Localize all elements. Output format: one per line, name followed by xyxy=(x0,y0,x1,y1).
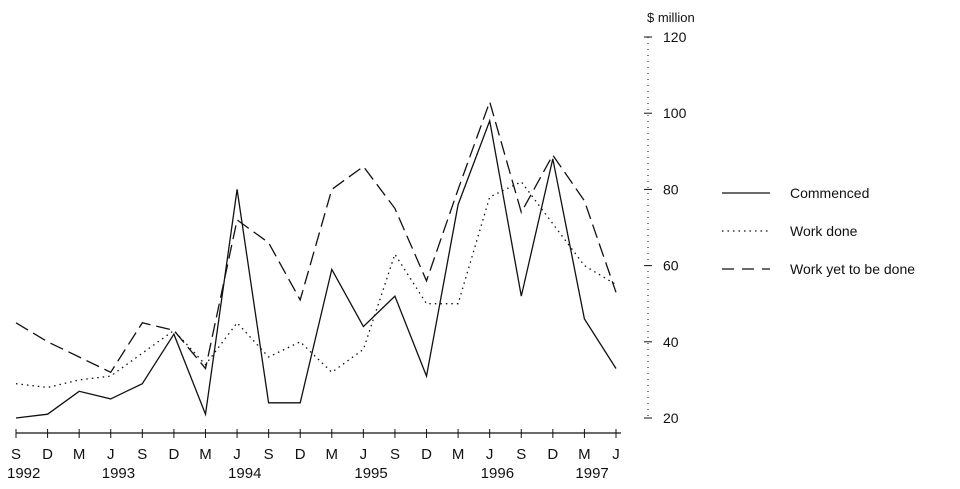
y-tick-label-60: 60 xyxy=(663,258,679,274)
x-tick-group: S D M J S D M J S D M J S D M J S D M J 1992 1993 1994 1995 1996… xyxy=(7,429,620,482)
y-tick-label-120: 120 xyxy=(663,29,687,45)
x-year-label-1994: 1994 xyxy=(228,465,261,482)
x-tick-label-12: S xyxy=(390,446,400,463)
x-tick-label-16: S xyxy=(516,446,526,463)
legend-label-0: Commenced xyxy=(790,185,869,201)
x-tick-label-19: J xyxy=(612,446,620,463)
y-axis-label: $ million xyxy=(647,10,695,25)
series-group xyxy=(15,99,617,419)
y-tick-label-40: 40 xyxy=(663,334,679,350)
x-year-label-1997: 1997 xyxy=(575,465,608,482)
x-tick-label-8: S xyxy=(264,446,274,463)
x-tick-label-9: D xyxy=(295,446,306,463)
y-tick-label-20: 20 xyxy=(663,410,679,426)
x-tick-label-0: S xyxy=(11,446,21,463)
x-tick-label-6: M xyxy=(199,446,212,463)
x-tick-label-7: J xyxy=(233,446,241,463)
x-tick-label-15: J xyxy=(486,446,494,463)
legend: Commenced Work done Work yet to be done xyxy=(722,185,915,277)
legend-label-1: Work done xyxy=(790,223,858,239)
x-tick-label-13: D xyxy=(421,446,432,463)
x-tick-label-5: D xyxy=(168,446,179,463)
x-tick-label-1: D xyxy=(42,446,53,463)
axes: $ million xyxy=(16,10,695,434)
x-tick-label-10: M xyxy=(326,446,339,463)
y-tick-label-100: 100 xyxy=(663,105,687,121)
y-tick-group: 20 40 60 80 100 120 xyxy=(644,29,687,426)
x-tick-label-14: M xyxy=(452,446,465,463)
legend-label-2: Work yet to be done xyxy=(790,261,915,277)
x-tick-label-17: D xyxy=(547,446,558,463)
series-line-work-yet-to-be-done xyxy=(15,99,617,374)
series-line-commenced xyxy=(15,118,617,419)
x-year-label-1996: 1996 xyxy=(481,465,514,482)
y-tick-label-80: 80 xyxy=(663,181,679,197)
x-tick-label-11: J xyxy=(360,446,368,463)
x-year-label-1992: 1992 xyxy=(7,465,40,482)
x-year-label-1995: 1995 xyxy=(354,465,387,482)
x-tick-label-4: S xyxy=(137,446,147,463)
x-tick-label-3: J xyxy=(107,446,115,463)
series-line-work-done xyxy=(15,180,617,389)
x-tick-label-18: M xyxy=(578,446,591,463)
x-tick-label-2: M xyxy=(73,446,86,463)
x-year-label-1993: 1993 xyxy=(102,465,135,482)
